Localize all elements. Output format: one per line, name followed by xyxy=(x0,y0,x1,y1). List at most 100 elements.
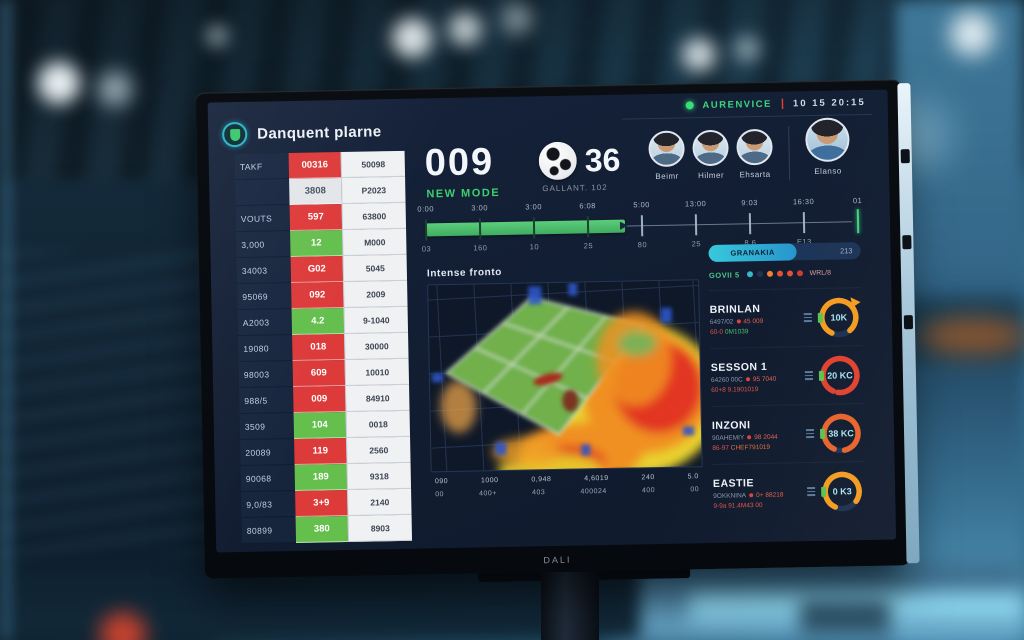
monitor-button[interactable] xyxy=(900,149,910,164)
list-lines-icon xyxy=(807,487,816,496)
stat-line1: 90AHEMIY 98 2044 xyxy=(712,433,806,442)
hot-spots xyxy=(533,372,579,412)
stat-info: INZONI 90AHEMIY 98 2044 86-97 CHEF791019 xyxy=(712,418,807,452)
app-header: Danquent plarne xyxy=(221,119,382,148)
row-label: VOUTS xyxy=(235,205,291,233)
table-row[interactable]: 3509 104 0018 xyxy=(239,410,411,441)
live-status: AURENVICE | 10 15 20:15 xyxy=(685,96,866,111)
timeline-label-top: 3:00 xyxy=(471,203,489,213)
stat-line1: 64260 00C 95 7040 xyxy=(711,375,805,383)
row-value: 609 xyxy=(292,360,346,388)
stat-row[interactable]: SESSON 1 64260 00C 95 7040 60+8 9.1901019 20… xyxy=(710,345,864,406)
table-row[interactable]: 19080 018 30000 xyxy=(238,332,409,363)
row-label: 34003 xyxy=(236,257,292,285)
stats-table: TAKF 00316 50098 3808 P2023 VOUTS 597 63800 3,00… xyxy=(234,150,413,545)
table-row[interactable]: 95069 092 2009 xyxy=(237,280,408,311)
stat-title: BRINLAN xyxy=(709,302,761,316)
timeline-tick xyxy=(640,215,644,237)
player-item[interactable]: Beimr xyxy=(646,130,687,181)
heatmap-panel xyxy=(427,279,703,473)
stat-line1-text: 6497/02 xyxy=(709,318,734,326)
soccer-ball-icon xyxy=(538,141,578,181)
row-value: 00316 xyxy=(288,152,342,180)
row-second-value: 63800 xyxy=(341,202,407,231)
row-value: 3808 xyxy=(289,178,342,206)
timeline-tick xyxy=(586,216,590,238)
row-value: 092 xyxy=(291,282,344,310)
red-dot-icon xyxy=(745,377,750,382)
row-second-value: 2560 xyxy=(346,436,411,464)
gauge-marker-icon xyxy=(817,312,823,323)
stat-line1-value: 95 7040 xyxy=(752,375,777,383)
live-label: AURENVICE xyxy=(702,98,773,111)
table-row[interactable]: 80899 380 8903 xyxy=(241,514,413,545)
crowd-silhouette xyxy=(800,600,890,634)
monitor-button[interactable] xyxy=(902,235,912,250)
monitor-button[interactable] xyxy=(903,315,914,330)
axis-tick: 00 xyxy=(435,491,445,499)
timeline-label-top: 5:00 xyxy=(633,200,651,210)
table-row[interactable]: 9,0/83 3+9 2140 xyxy=(241,488,412,519)
stat-row[interactable]: EASTIE 9OKKNINA 0+ 88218 9-9a 91.4M43 00 0 K… xyxy=(712,461,866,522)
blue-markers xyxy=(431,282,695,456)
stat-gauge: 10K xyxy=(803,294,862,341)
rating-dot-icon xyxy=(766,270,773,277)
row-value: 3+9 xyxy=(295,489,348,517)
gauge-ring: 20 KC xyxy=(818,355,860,395)
stat-row[interactable]: INZONI 90AHEMIY 98 2044 86-97 CHEF791019 38 … xyxy=(711,403,865,464)
table-row[interactable]: 3,000 12 M000 xyxy=(236,228,407,259)
app-logo-icon xyxy=(221,121,248,148)
table-row[interactable]: 90068 189 9318 xyxy=(240,462,412,493)
row-second-value: 10010 xyxy=(344,358,410,387)
stat-line1-value: 98 2044 xyxy=(754,433,778,441)
stadium-light xyxy=(205,24,229,48)
seat-rows xyxy=(0,250,220,560)
stat-info: SESSON 1 64260 00C 95 7040 60+8 9.1901019 xyxy=(710,360,806,394)
stat-line2-part: 0M1039 xyxy=(724,327,749,336)
match-time: 10 15 20:15 xyxy=(792,96,866,109)
stat-line2: 60-0 0M1039 xyxy=(710,327,804,336)
table-row[interactable]: 20089 119 2560 xyxy=(240,436,411,467)
table-row[interactable]: A2003 4.2 9-1040 xyxy=(237,306,409,337)
axis-tick: 400 xyxy=(641,487,656,495)
row-label: 9,0/83 xyxy=(241,490,296,519)
player-item[interactable]: Elanso xyxy=(801,117,854,176)
stat-line2-part: 60+8 9.1901019 xyxy=(711,385,759,394)
away-score: 36 xyxy=(584,141,621,178)
table-row[interactable]: VOUTS 597 63800 xyxy=(235,202,407,233)
timeline-tick xyxy=(856,209,860,234)
table-row[interactable]: 34003 G02 5045 xyxy=(236,254,408,285)
avatar xyxy=(804,117,850,163)
timeline-label-top: 3:00 xyxy=(525,202,543,212)
svg-text:0 K3: 0 K3 xyxy=(833,486,852,496)
row-label xyxy=(235,179,290,207)
timeline-label-bottom: 25 xyxy=(691,239,702,249)
stat-line1-text: 90AHEMIY xyxy=(712,433,745,442)
player-item[interactable]: Hilmer xyxy=(690,129,731,181)
table-row[interactable]: 3808 P2023 xyxy=(235,176,406,207)
red-dot-icon xyxy=(749,493,754,498)
timeline-label-top: 6:08 xyxy=(579,201,597,211)
player-item[interactable]: Ehsarta xyxy=(734,128,775,180)
axis-tick: 400+ xyxy=(479,490,497,498)
table-row[interactable]: 98003 609 10010 xyxy=(238,358,410,389)
heatmap-axis-row1: 090 1000 0,948 4,6019 240 5.0 xyxy=(431,473,703,485)
row-value: 018 xyxy=(292,334,345,362)
row-value: 104 xyxy=(293,411,347,439)
timeline-progress xyxy=(425,219,625,237)
stat-title: SESSON 1 xyxy=(710,360,768,374)
monitor-side-edge xyxy=(897,83,920,564)
player-name: Ehsarta xyxy=(739,169,771,180)
table-row[interactable]: TAKF 00316 50098 xyxy=(234,150,406,181)
possession-value: 213 xyxy=(839,246,853,256)
heat-overlap xyxy=(492,311,673,466)
rating-dots-suffix: WRL/8 xyxy=(809,269,832,277)
stat-row[interactable]: BRINLAN 6497/02 45 009 60-0 0M1039 10K xyxy=(709,287,863,348)
home-score: 009 xyxy=(424,141,495,185)
table-row[interactable]: 988/5 009 84910 xyxy=(239,384,410,415)
svg-text:38 KC: 38 KC xyxy=(828,428,854,438)
row-second-value: 50098 xyxy=(340,150,406,179)
timeline-label-bottom: 25 xyxy=(583,241,594,251)
row-second-value: P2023 xyxy=(341,176,406,205)
stat-line2-part: CHEF791019 xyxy=(730,443,771,452)
